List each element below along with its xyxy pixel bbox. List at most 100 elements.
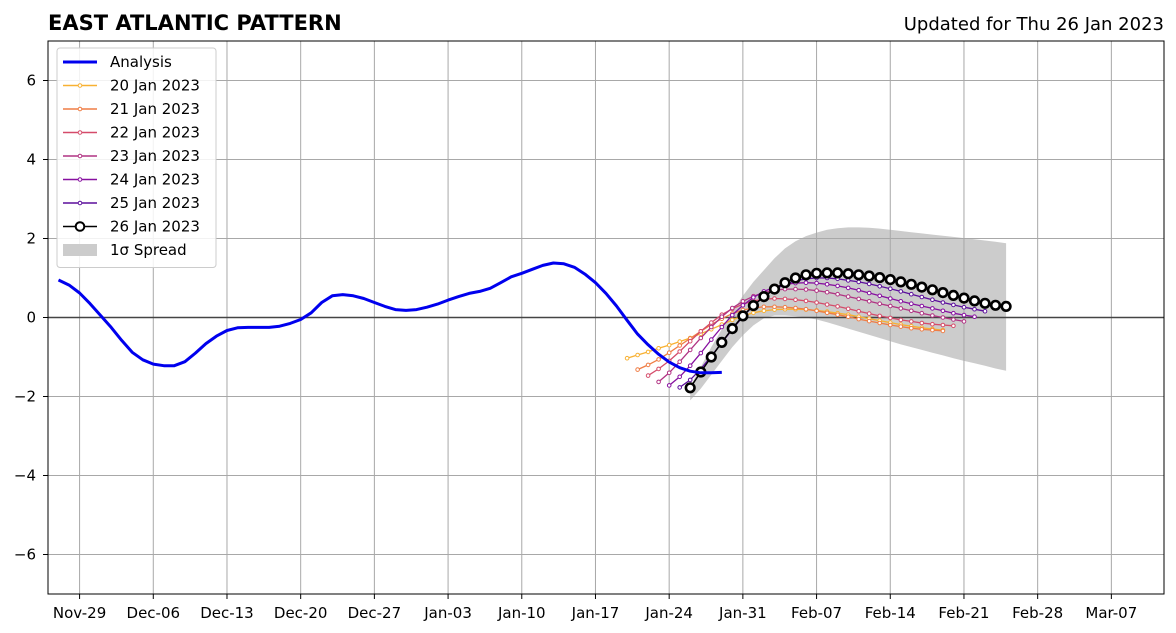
forecast-point-21-jan-2023 [656, 357, 661, 362]
forecast-point-20-jan-2023 [761, 308, 767, 314]
forecast-point-23-jan-2023 [719, 314, 725, 320]
x-tick-label: Nov-29 [53, 604, 106, 622]
forecast-point-26-jan-2023 [684, 382, 696, 394]
forecast-point-21-jan-2023 [761, 304, 767, 310]
forecast-point-21-jan-2023 [814, 308, 819, 314]
forecast-point-26-jan-2023 [905, 278, 917, 290]
forecast-point-21-jan-2023 [866, 318, 872, 324]
forecast-point-23-jan-2023 [877, 301, 883, 307]
forecast-point-23-jan-2023 [866, 299, 872, 304]
forecast-point-23-jan-2023 [888, 303, 893, 309]
forecast-point-23-jan-2023 [824, 289, 830, 295]
forecast-point-20-jan-2023 [751, 310, 756, 316]
forecast-point-24-jan-2023 [845, 285, 851, 291]
forecast-point-20-jan-2023 [730, 317, 735, 323]
forecast-point-24-jan-2023 [877, 293, 883, 299]
forecast-point-24-jan-2023 [814, 280, 819, 286]
legend-marker-21-jan-2023 [77, 106, 83, 112]
forecast-point-21-jan-2023 [772, 304, 777, 310]
forecast-point-24-jan-2023 [698, 350, 704, 356]
forecast-point-22-jan-2023 [698, 329, 704, 334]
legend-label-26-jan-2023: 26 Jan 2023 [110, 218, 200, 236]
forecast-point-25-jan-2023 [888, 286, 893, 292]
ticks-layer: Nov-29 Dec-06 Dec-13 Dec-20 Dec-27 Jan-03 Jan-… [14, 72, 1137, 623]
x-tick-label: Dec-27 [348, 604, 402, 622]
x-tick-label: Mar-07 [1085, 604, 1137, 622]
forecast-point-26-jan-2023 [716, 336, 728, 349]
forecast-point-24-jan-2023 [824, 282, 830, 287]
forecast-point-26-jan-2023 [705, 351, 717, 363]
forecast-point-26-jan-2023 [937, 287, 949, 299]
forecast-point-25-jan-2023 [677, 385, 683, 390]
forecast-point-23-jan-2023 [814, 288, 819, 293]
forecast-point-25-jan-2023 [687, 377, 693, 383]
forecast-point-26-jan-2023 [1000, 300, 1012, 313]
forecast-point-21-jan-2023 [835, 312, 840, 318]
forecast-point-23-jan-2023 [709, 324, 714, 330]
y-tick-label: 2 [26, 230, 36, 248]
forecast-point-26-jan-2023 [916, 281, 928, 293]
legend-label-1-spread: 1σ Spread [110, 241, 187, 259]
forecast-point-22-jan-2023 [803, 298, 809, 304]
forecast-point-26-jan-2023 [853, 269, 865, 281]
legend-box [56, 47, 217, 268]
forecast-point-26-jan-2023 [895, 276, 907, 288]
forecast-point-25-jan-2023 [909, 291, 914, 297]
forecast-point-23-jan-2023 [677, 359, 683, 365]
forecast-point-20-jan-2023 [666, 342, 672, 348]
forecast-point-21-jan-2023 [782, 304, 788, 310]
forecast-point-26-jan-2023 [989, 299, 1002, 311]
forecast-point-26-jan-2023 [926, 284, 939, 296]
legend-swatch-spread [63, 244, 97, 256]
legend-label-analysis: Analysis [110, 53, 172, 71]
legend-marker-24-jan-2023 [77, 177, 83, 182]
forecast-point-23-jan-2023 [961, 319, 967, 324]
x-tick-label: Dec-20 [274, 604, 328, 622]
forecast-point-25-jan-2023 [856, 279, 862, 285]
y-tick-label: −4 [14, 467, 36, 485]
legend-label-23-jan-2023: 23 Jan 2023 [110, 147, 200, 165]
forecast-point-26-jan-2023 [768, 283, 781, 295]
forecast-point-22-jan-2023 [677, 349, 683, 354]
forecast-point-24-jan-2023 [909, 301, 914, 307]
forecast-point-22-jan-2023 [793, 297, 798, 303]
x-tick-label: Feb-14 [865, 604, 916, 622]
forecast-point-24-jan-2023 [898, 299, 904, 304]
forecast-point-21-jan-2023 [888, 322, 893, 328]
forecast-point-23-jan-2023 [856, 296, 862, 302]
forecast-point-25-jan-2023 [930, 297, 935, 303]
forecast-point-24-jan-2023 [919, 303, 925, 309]
forecast-point-21-jan-2023 [635, 367, 640, 372]
forecast-point-21-jan-2023 [824, 310, 830, 316]
forecast-point-25-jan-2023 [940, 300, 946, 305]
forecast-point-23-jan-2023 [666, 370, 672, 376]
forecast-point-22-jan-2023 [930, 321, 935, 327]
forecast-point-21-jan-2023 [845, 314, 851, 320]
forecast-point-23-jan-2023 [845, 294, 851, 299]
forecast-point-26-jan-2023 [958, 292, 970, 304]
forecast-point-24-jan-2023 [740, 303, 746, 308]
legend-marker-23-jan-2023 [77, 153, 83, 159]
forecast-point-21-jan-2023 [793, 305, 798, 311]
forecast-point-24-jan-2023 [856, 287, 862, 293]
forecast-point-20-jan-2023 [635, 352, 640, 358]
forecast-point-22-jan-2023 [951, 323, 956, 329]
forecast-point-26-jan-2023 [884, 274, 896, 286]
legend-label-24-jan-2023: 24 Jan 2023 [110, 171, 200, 189]
forecast-point-20-jan-2023 [656, 346, 661, 351]
x-tick-label: Jan-17 [571, 604, 620, 622]
forecast-point-22-jan-2023 [919, 320, 925, 326]
x-tick-label: Feb-07 [791, 604, 842, 622]
forecast-point-24-jan-2023 [730, 312, 735, 318]
analysis-line [57, 261, 722, 375]
chart-title: EAST ATLANTIC PATTERN [48, 11, 342, 35]
forecast-point-22-jan-2023 [835, 304, 840, 309]
forecast-point-21-jan-2023 [877, 320, 883, 326]
forecast-point-22-jan-2023 [814, 300, 819, 305]
forecast-point-23-jan-2023 [803, 287, 809, 292]
forecast-point-22-jan-2023 [898, 317, 904, 323]
forecast-point-22-jan-2023 [687, 338, 693, 344]
forecast-point-26-jan-2023 [842, 268, 854, 280]
forecast-point-23-jan-2023 [909, 308, 914, 314]
